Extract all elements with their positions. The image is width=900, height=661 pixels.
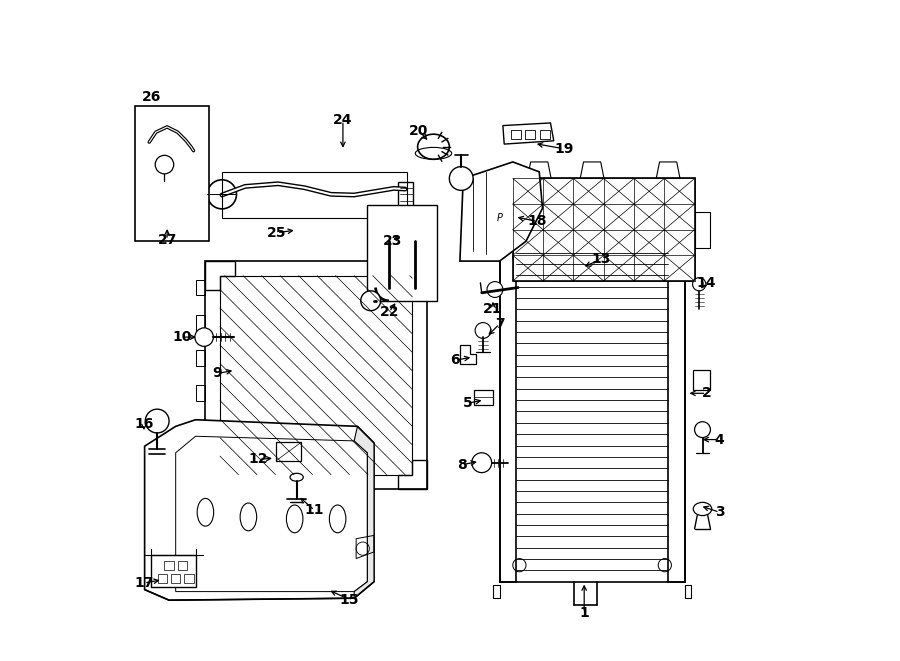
Polygon shape	[151, 555, 196, 587]
Text: 11: 11	[305, 503, 324, 518]
Text: 13: 13	[591, 252, 610, 266]
Text: 14: 14	[696, 276, 716, 290]
Text: P: P	[497, 213, 502, 223]
Polygon shape	[513, 178, 695, 281]
Text: 23: 23	[382, 234, 402, 249]
Text: 1: 1	[580, 605, 590, 620]
Text: 19: 19	[554, 141, 573, 156]
Polygon shape	[500, 241, 685, 582]
Polygon shape	[693, 370, 710, 390]
Text: 25: 25	[267, 225, 286, 240]
Text: 17: 17	[134, 576, 154, 590]
Text: 10: 10	[173, 330, 192, 344]
Text: 15: 15	[340, 592, 359, 607]
Circle shape	[195, 328, 213, 346]
Circle shape	[693, 278, 706, 291]
Text: 27: 27	[158, 233, 176, 247]
Circle shape	[155, 155, 174, 174]
Polygon shape	[145, 420, 374, 600]
Text: 12: 12	[248, 452, 268, 467]
Text: 22: 22	[380, 305, 399, 319]
Text: 3: 3	[715, 505, 724, 520]
FancyBboxPatch shape	[399, 182, 413, 206]
Text: 7: 7	[495, 317, 504, 331]
Circle shape	[449, 167, 473, 190]
Polygon shape	[355, 426, 374, 598]
Circle shape	[487, 282, 503, 297]
Ellipse shape	[290, 473, 303, 481]
Text: 20: 20	[410, 124, 428, 138]
Polygon shape	[205, 261, 427, 489]
Text: 2: 2	[702, 386, 711, 401]
Text: 8: 8	[457, 457, 467, 472]
Ellipse shape	[418, 134, 449, 159]
Ellipse shape	[693, 502, 712, 516]
Polygon shape	[474, 390, 493, 405]
Circle shape	[695, 422, 710, 438]
Text: 21: 21	[483, 302, 503, 317]
Circle shape	[361, 291, 381, 311]
Polygon shape	[503, 123, 554, 144]
Text: 4: 4	[715, 432, 724, 447]
Text: 9: 9	[212, 366, 222, 381]
Circle shape	[207, 180, 237, 209]
Polygon shape	[367, 205, 436, 301]
Text: 26: 26	[141, 90, 161, 104]
Text: 16: 16	[134, 417, 154, 432]
Polygon shape	[276, 442, 302, 461]
Text: 6: 6	[451, 353, 460, 368]
Circle shape	[145, 409, 169, 433]
Text: 24: 24	[333, 113, 353, 128]
Circle shape	[475, 323, 491, 338]
Text: 5: 5	[463, 396, 473, 410]
Text: 18: 18	[527, 214, 547, 229]
Polygon shape	[135, 106, 209, 241]
Polygon shape	[460, 345, 476, 364]
Polygon shape	[460, 162, 543, 261]
Circle shape	[472, 453, 491, 473]
